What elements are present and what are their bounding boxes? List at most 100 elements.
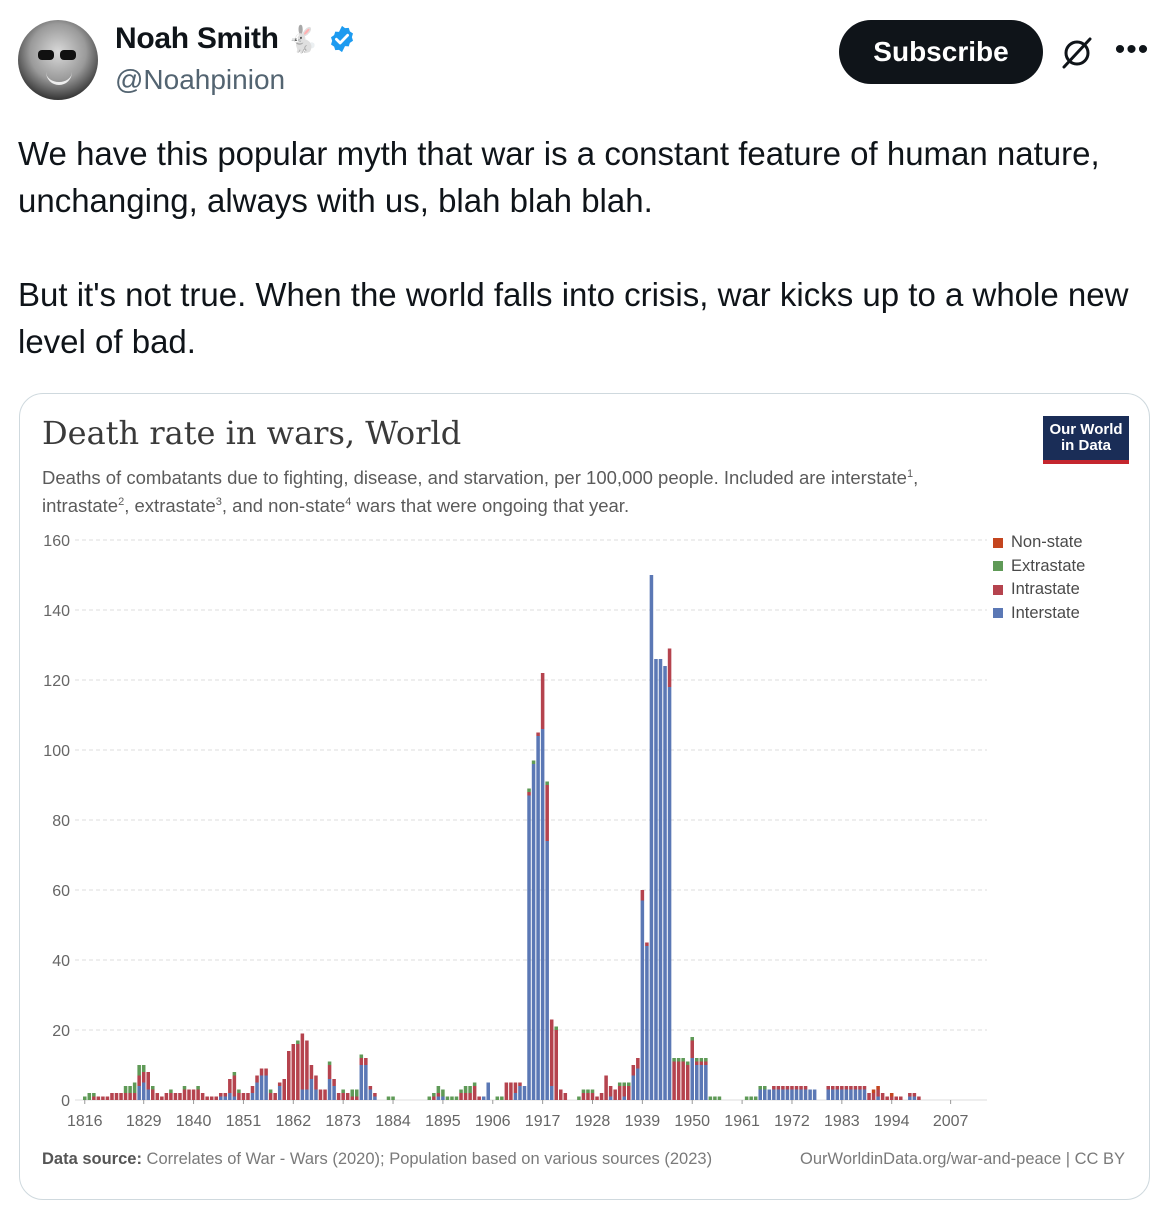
subtitle-part-d: , and non-state xyxy=(221,495,346,517)
bar-intrastate-1911 xyxy=(513,1082,518,1093)
bar-intrastate-1991 xyxy=(876,1089,880,1097)
bar-intrastate-1970 xyxy=(781,1086,785,1090)
tweet-paragraph-2: But it's not true. When the world falls … xyxy=(18,276,1129,360)
legend-label-nonstate: Non-state xyxy=(1011,533,1083,552)
bar-extrastate-1827 xyxy=(132,1082,137,1093)
bar-intrastate-1865 xyxy=(305,1040,309,1090)
bar-intrastate-1993 xyxy=(885,1096,889,1100)
bar-intrastate-1847 xyxy=(223,1093,228,1097)
bar-intrastate-1949 xyxy=(685,1065,690,1100)
bar-extrastate-1935 xyxy=(622,1082,626,1086)
bar-intrastate-1877 xyxy=(359,1058,364,1065)
x-tick-label: 1873 xyxy=(325,1113,361,1130)
subtitle-part-c: , extrastate xyxy=(124,495,216,517)
bar-intrastate-1996 xyxy=(899,1096,903,1100)
bar-extrastate-1898 xyxy=(454,1096,459,1100)
bar-interstate-1943 xyxy=(658,659,663,1100)
bar-intrastate-1902 xyxy=(472,1086,477,1100)
legend-item-interstate: Interstate xyxy=(993,602,1085,626)
y-tick-label: 0 xyxy=(61,1093,70,1110)
bar-intrastate-1857 xyxy=(268,1093,273,1100)
bar-intrastate-1846 xyxy=(219,1093,223,1097)
grok-icon[interactable] xyxy=(1058,34,1096,72)
author-avatar[interactable] xyxy=(18,20,98,100)
bar-intrastate-1869 xyxy=(323,1089,327,1100)
bar-interstate-1983 xyxy=(840,1089,844,1100)
x-tick-label: 1994 xyxy=(874,1113,910,1130)
bar-interstate-1847 xyxy=(223,1096,228,1100)
bar-interstate-1894 xyxy=(436,1096,441,1100)
bar-extrastate-1949 xyxy=(685,1061,690,1065)
bar-intrastate-1988 xyxy=(862,1086,867,1090)
x-tick-label: 1851 xyxy=(226,1113,262,1130)
bar-intrastate-1841 xyxy=(196,1089,200,1100)
bar-extrastate-1918 xyxy=(545,781,549,785)
y-tick-label: 20 xyxy=(52,1023,70,1040)
bar-intrastate-1950 xyxy=(690,1040,694,1058)
bar-extrastate-1849 xyxy=(232,1072,237,1076)
bar-intrastate-1818 xyxy=(92,1096,96,1100)
bar-intrastate-1901 xyxy=(468,1093,472,1100)
bar-nonstate-1991 xyxy=(876,1086,880,1090)
bar-interstate-1973 xyxy=(794,1089,799,1100)
legend-swatch-extrastate xyxy=(993,561,1003,572)
bar-intrastate-1930 xyxy=(599,1093,604,1100)
bar-interstate-1911 xyxy=(513,1093,518,1100)
bar-intrastate-1994 xyxy=(889,1096,894,1100)
bar-intrastate-1863 xyxy=(296,1044,300,1100)
bar-interstate-1867 xyxy=(314,1089,318,1100)
legend-item-extrastate: Extrastate xyxy=(993,555,1085,579)
bar-extrastate-1899 xyxy=(459,1089,463,1093)
bar-extrastate-1876 xyxy=(355,1089,359,1097)
bar-intrastate-1917 xyxy=(540,673,545,729)
bar-intrastate-1843 xyxy=(205,1096,209,1100)
bar-intrastate-1929 xyxy=(595,1096,599,1100)
bar-interstate-1866 xyxy=(309,1079,314,1100)
bar-interstate-1965 xyxy=(758,1089,762,1100)
bar-intrastate-1903 xyxy=(477,1096,481,1100)
source-url[interactable]: OurWorldinData.org/war-and-peace | CC BY xyxy=(800,1150,1125,1168)
bar-intrastate-1936 xyxy=(627,1086,631,1100)
bar-extrastate-1954 xyxy=(708,1096,713,1100)
avatar-glasses xyxy=(38,50,78,60)
bar-interstate-1878 xyxy=(364,1065,368,1100)
bar-intrastate-1855 xyxy=(259,1068,264,1076)
more-icon[interactable]: ••• xyxy=(1114,33,1150,66)
x-tick-label: 1862 xyxy=(276,1113,312,1130)
bar-intrastate-1851 xyxy=(241,1093,246,1100)
author-handle[interactable]: @Noahpinion xyxy=(115,64,286,95)
bar-extrastate-1956 xyxy=(717,1096,722,1100)
x-tick-label: 1972 xyxy=(774,1113,810,1130)
chart-title: Death rate in wars, World xyxy=(42,414,462,452)
bar-interstate-1953 xyxy=(704,1065,708,1100)
bar-intrastate-1931 xyxy=(604,1075,608,1100)
bar-extrastate-1870 xyxy=(327,1061,332,1065)
avatar-smile xyxy=(46,72,72,85)
subscribe-button[interactable]: Subscribe xyxy=(839,20,1043,84)
bar-extrastate-1900 xyxy=(463,1086,468,1093)
bar-intrastate-1849 xyxy=(232,1075,237,1097)
bar-interstate-1968 xyxy=(772,1089,776,1100)
bar-intrastate-1848 xyxy=(228,1079,232,1093)
author-name[interactable]: Noah Smith xyxy=(115,22,279,55)
bar-intrastate-1995 xyxy=(894,1096,898,1100)
x-tick-label: 1983 xyxy=(824,1113,860,1130)
chart-card[interactable]: Death rate in wars, World Deaths of comb… xyxy=(19,393,1150,1200)
bar-extrastate-1816 xyxy=(83,1096,87,1100)
tweet-paragraph-1: We have this popular myth that war is a … xyxy=(18,135,1100,219)
bar-extrastate-1952 xyxy=(699,1058,704,1062)
bar-interstate-1952 xyxy=(699,1065,704,1100)
x-tick-label: 1816 xyxy=(67,1113,103,1130)
bar-extrastate-1863 xyxy=(296,1040,300,1044)
bar-extrastate-1951 xyxy=(695,1058,699,1062)
bar-intrastate-1874 xyxy=(345,1093,350,1100)
bar-extrastate-1927 xyxy=(586,1089,590,1093)
bar-interstate-1932 xyxy=(608,1096,613,1100)
x-tick-label: 2007 xyxy=(933,1113,969,1130)
bar-intrastate-1822 xyxy=(110,1093,114,1100)
bar-interstate-1864 xyxy=(300,1089,305,1100)
bar-intrastate-1850 xyxy=(237,1093,241,1100)
bar-interstate-1985 xyxy=(849,1089,853,1100)
bar-interstate-1919 xyxy=(549,1086,554,1100)
bar-intrastate-1951 xyxy=(695,1061,699,1065)
